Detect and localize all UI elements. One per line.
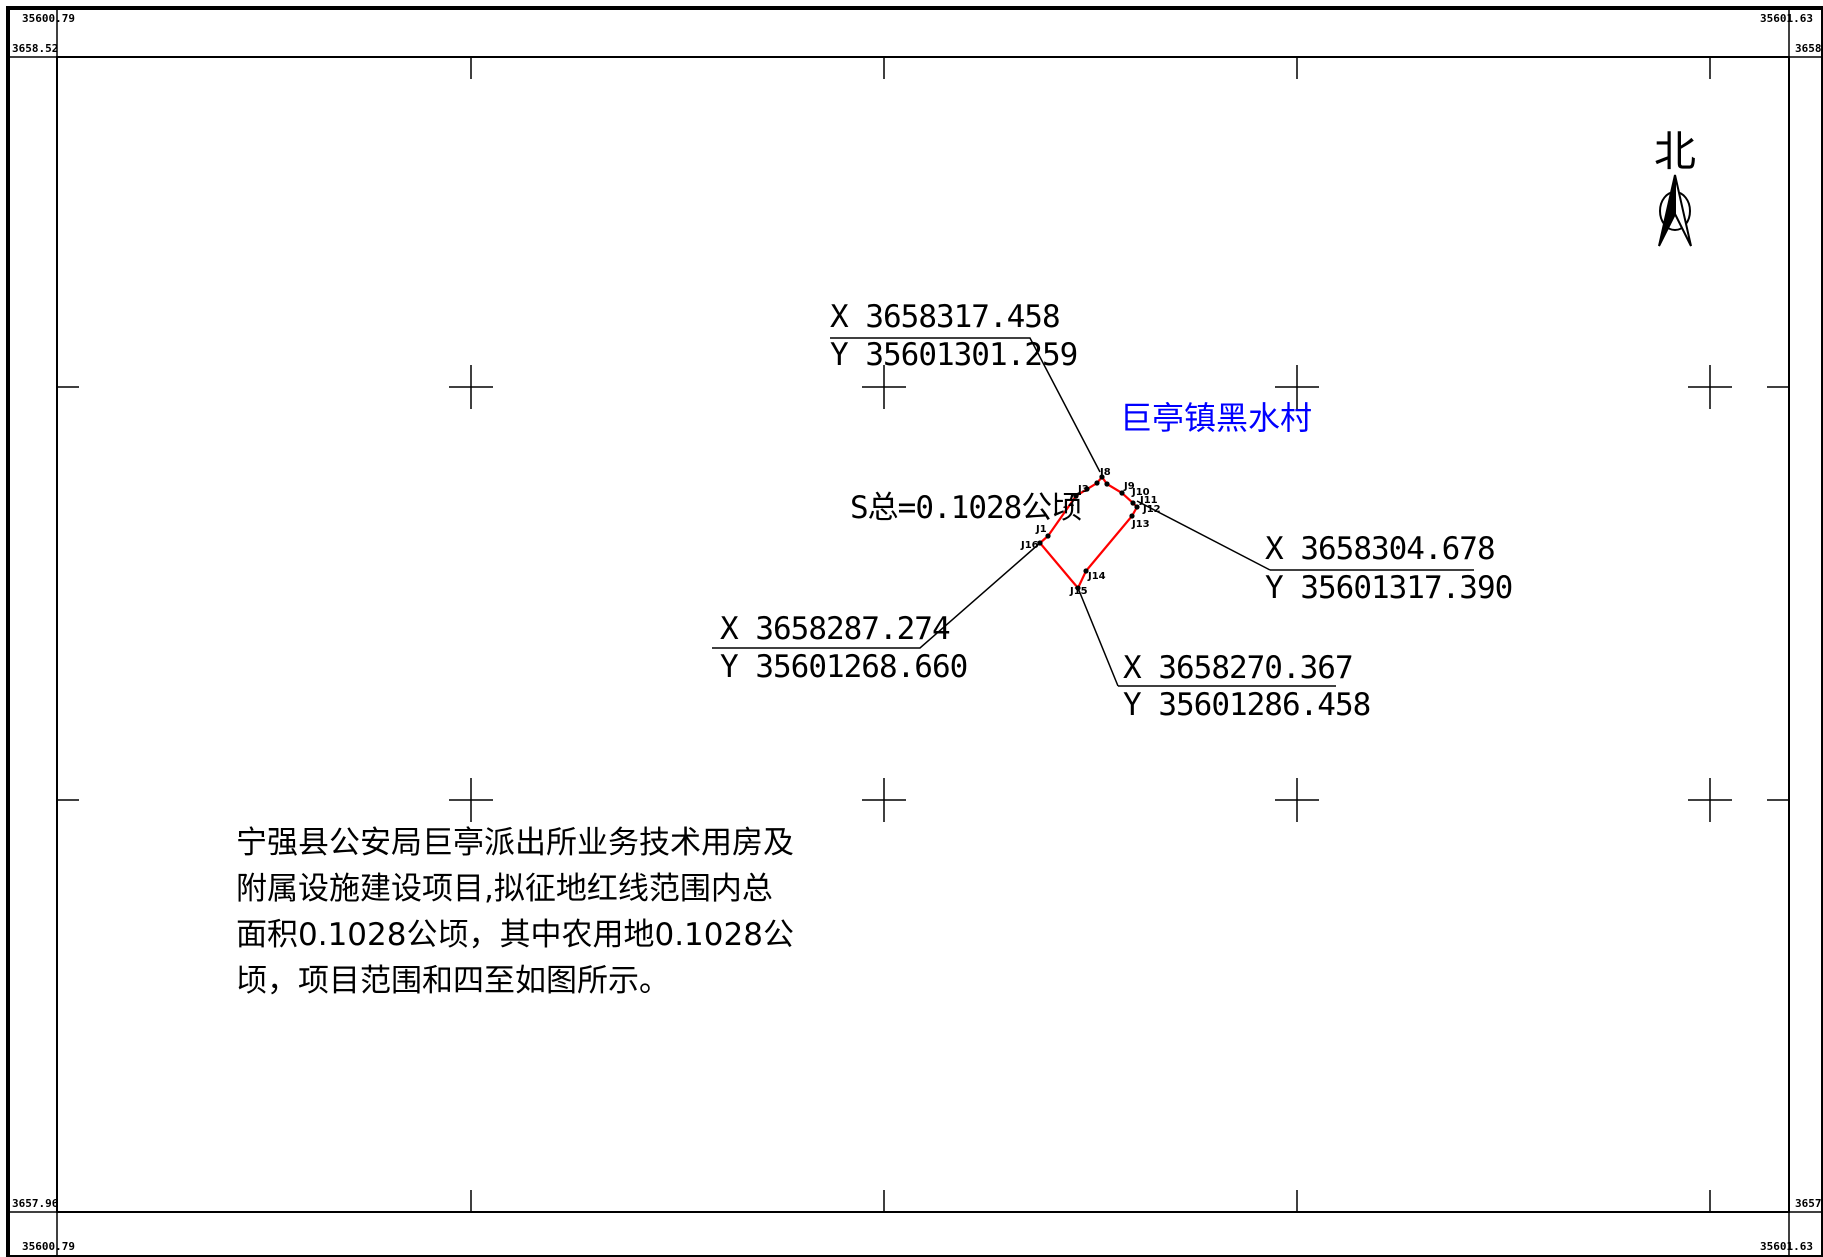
corner-label-top-left-y: 35600.79: [22, 12, 75, 25]
point-label: J10: [1132, 487, 1150, 498]
project-description: 宁强县公安局巨亭派出所业务技术用房及附属设施建设项目,拟征地红线范围内总面积0.…: [236, 825, 794, 999]
boundary-points: [1037, 474, 1140, 591]
corner-label-bottom-left-x: 3657.96: [12, 1197, 59, 1210]
corner-label-top-right-y: 35601.63: [1760, 12, 1813, 25]
point-label: J1: [1036, 524, 1047, 535]
coord-y-right: Y 35601317.390: [1265, 570, 1513, 606]
edge-ticks: [57, 57, 1789, 1212]
coord-y-left: Y 35601268.660: [720, 649, 968, 685]
point-label: J15: [1070, 586, 1088, 597]
north-label: 北: [1654, 127, 1697, 176]
coord-x-bottom: X 3658270.367: [1123, 650, 1354, 686]
area-label: S总=0.1028公顷: [850, 490, 1082, 526]
corner-label-bottom-right-y: 35601.63: [1760, 1240, 1813, 1253]
coord-x-top: X 3658317.458: [830, 299, 1061, 335]
point-label: J2: [1064, 498, 1075, 509]
point-label: J11: [1140, 495, 1158, 506]
point-label: J13: [1132, 519, 1150, 530]
point-label: J9: [1124, 481, 1135, 492]
outer-frame: [6, 6, 1823, 1257]
coord-y-top: Y 35601301.259: [830, 337, 1078, 373]
point-label: J3: [1078, 484, 1089, 495]
point-label: J16: [1021, 540, 1039, 551]
inner-frame: [56, 56, 1790, 1213]
corner-label-bottom-left-y: 35600.79: [22, 1240, 75, 1253]
point-label: J8: [1100, 467, 1111, 478]
leader-lines: [712, 337, 1474, 687]
village-label: 巨亭镇黑水村: [1120, 399, 1313, 437]
point-label: J12: [1143, 504, 1161, 515]
grid-crosses: [449, 365, 1732, 822]
parcel-boundary: [1038, 475, 1139, 591]
coord-y-bottom: Y 35601286.458: [1123, 687, 1371, 723]
point-label: J14: [1088, 571, 1106, 582]
corner-label-top-left-x: 3658.52: [12, 42, 59, 55]
north-arrow-icon: [1658, 174, 1692, 247]
coord-x-right: X 3658304.678: [1265, 531, 1496, 567]
coord-x-left: X 3658287.274: [720, 611, 951, 647]
corner-label-bottom-right-x: 3657.96: [1795, 1197, 1823, 1210]
corner-label-top-right-x: 3658.52: [1795, 42, 1823, 55]
